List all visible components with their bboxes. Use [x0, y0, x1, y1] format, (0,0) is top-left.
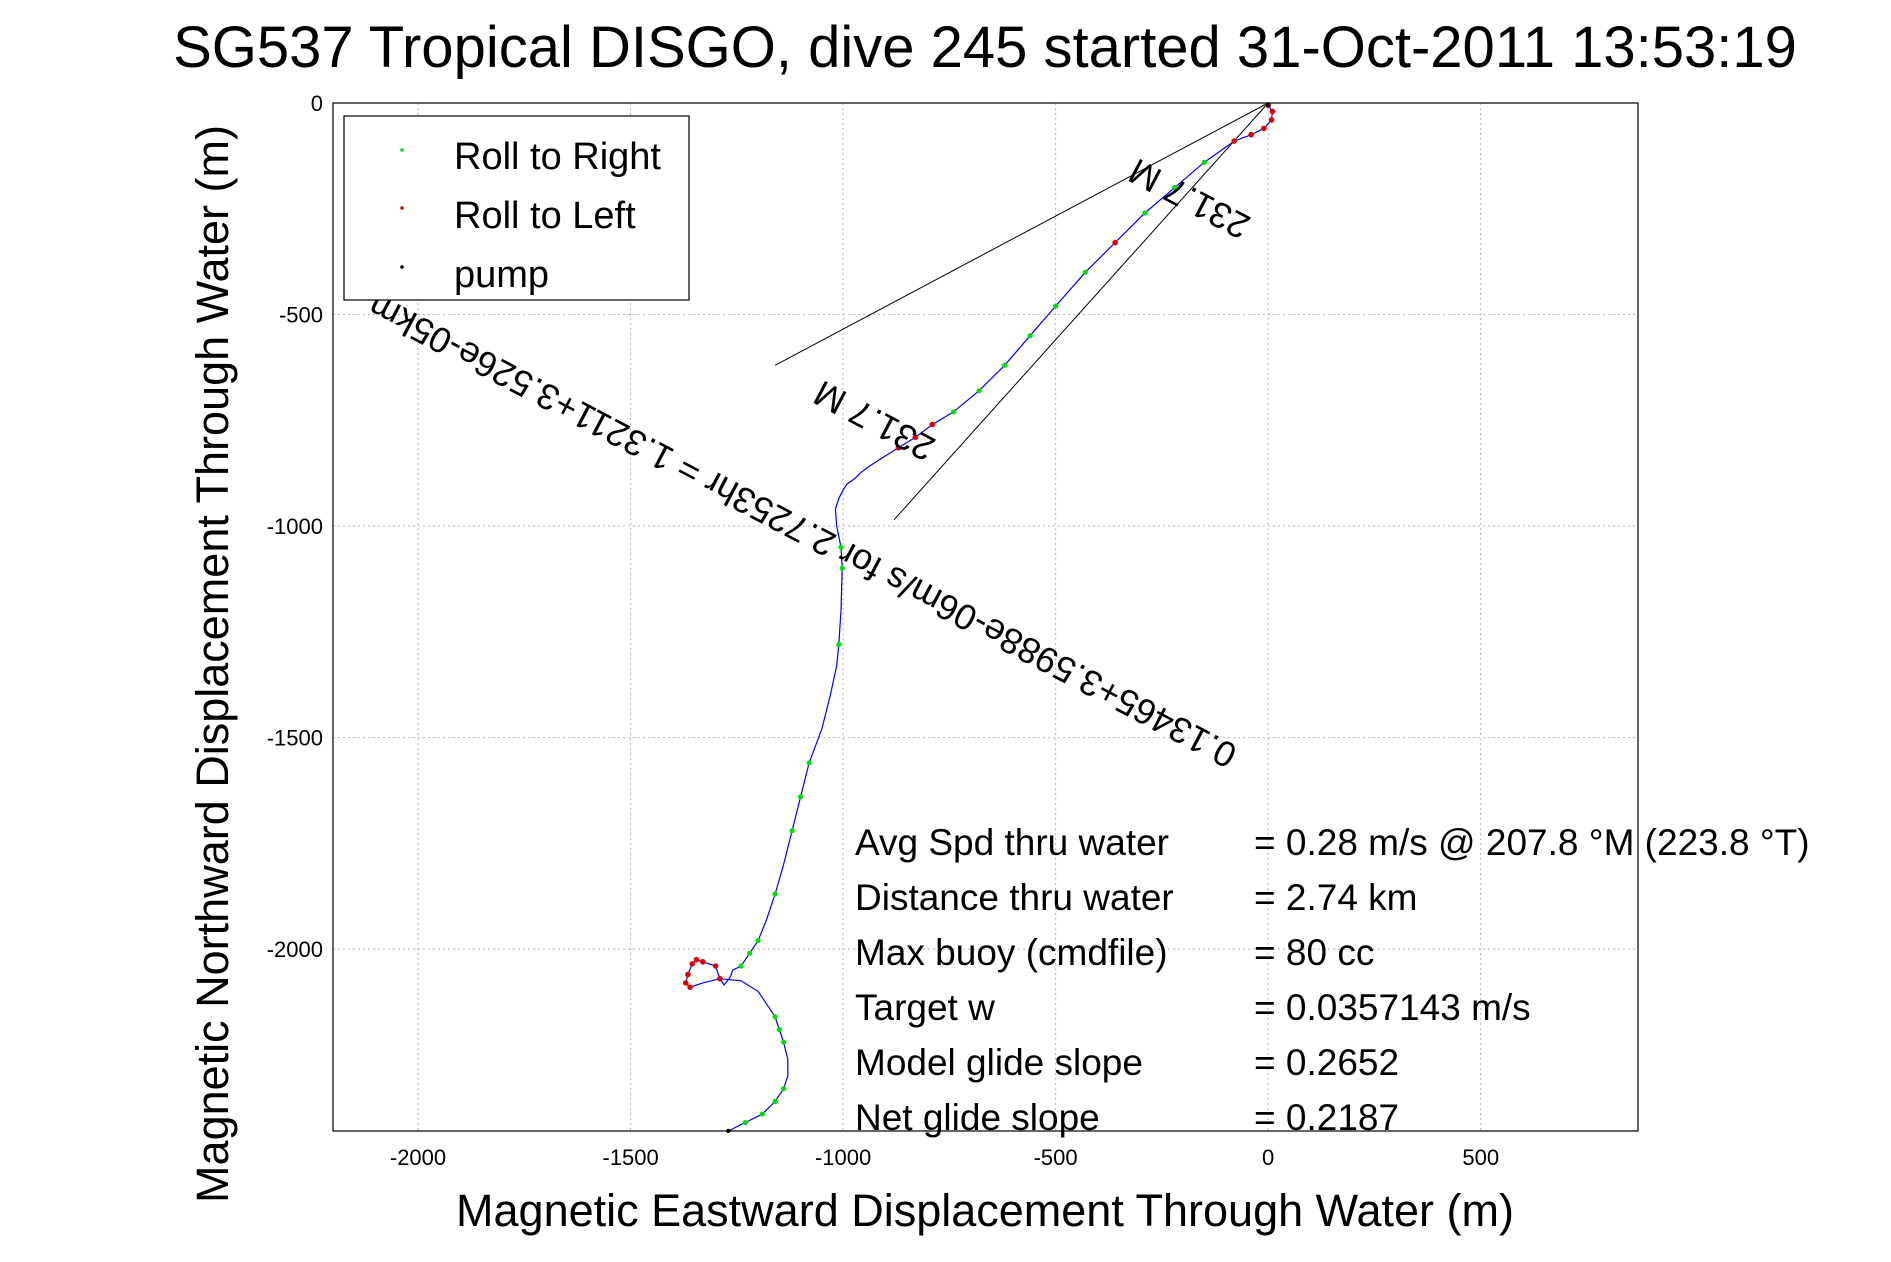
- legend-label-pump: pump: [454, 254, 549, 296]
- roll-right-point: [759, 1111, 765, 1117]
- roll-left-point: [717, 975, 723, 982]
- roll-left-point: [693, 956, 700, 963]
- stat-value-net-glide: = 0.2187: [1254, 1097, 1399, 1138]
- x-tick-label: 500: [1462, 1145, 1499, 1170]
- stat-label-model-glide: Model glide slope: [855, 1042, 1143, 1083]
- markers-layer: [683, 102, 1276, 1134]
- stat-label-max-buoy: Max buoy (cmdfile): [855, 932, 1168, 973]
- y-tick-label: 0: [311, 91, 323, 116]
- roll-left-point: [929, 421, 936, 428]
- heading-lines: [774, 102, 1269, 521]
- legend: Roll to Right Roll to Left pump: [343, 115, 690, 301]
- x-tick-label: 0: [1262, 1145, 1274, 1170]
- stats-block: Avg Spd thru water = 0.28 m/s @ 207.8 °M…: [855, 822, 1810, 1138]
- roll-right-point: [1082, 269, 1088, 275]
- roll-left-point: [1261, 125, 1267, 132]
- chart-title: SG537 Tropical DISGO, dive 245 started 3…: [173, 15, 1797, 80]
- roll-right-point: [838, 544, 844, 550]
- x-axis-label: Magnetic Eastward Displacement Through W…: [456, 1185, 1514, 1236]
- roll-right-point: [951, 409, 957, 415]
- roll-right-point: [780, 1039, 787, 1045]
- roll-right-point: [772, 1098, 778, 1104]
- y-tick-label: -500: [279, 303, 323, 328]
- roll-left-point: [1231, 138, 1237, 144]
- stat-value-distance: = 2.74 km: [1254, 877, 1418, 918]
- track-line: [685, 104, 1274, 1132]
- roll-right-point: [1002, 362, 1008, 368]
- roll-left-point: [1268, 117, 1275, 123]
- roll-left-point: [689, 961, 695, 967]
- stat-value-model-glide: = 0.2652: [1254, 1042, 1399, 1083]
- roll-right-point: [746, 950, 753, 956]
- roll-right-point: [776, 1026, 782, 1033]
- roll-left-point: [683, 980, 689, 986]
- roll-right-point: [1201, 159, 1208, 165]
- roll-right-point: [836, 641, 842, 648]
- x-tick-label: -1500: [602, 1145, 658, 1170]
- roll-right-point: [780, 1086, 787, 1092]
- stat-value-avg-speed: = 0.28 m/s @ 207.8 °M (223.8 °T): [1254, 822, 1810, 863]
- roll-right-point: [742, 1119, 748, 1126]
- roll-left-point: [700, 958, 706, 965]
- legend-marker-roll-right: [400, 148, 404, 152]
- roll-right-point: [1172, 185, 1178, 191]
- plot-frame: [332, 102, 1639, 1132]
- tick-labels: -2000 -1500 -1000 -500 0 500 0 -500 -1000 -1500 -2…: [267, 91, 1499, 1170]
- stat-label-target-w: Target w: [855, 987, 995, 1028]
- stat-label-avg-speed: Avg Spd thru water: [855, 822, 1169, 863]
- x-tick-label: -2000: [390, 1145, 446, 1170]
- roll-right-point: [806, 760, 812, 766]
- roll-left-point: [1269, 108, 1276, 115]
- stat-label-net-glide: Net glide slope: [855, 1097, 1100, 1138]
- roll-left-point: [712, 963, 719, 969]
- roll-right-point: [789, 828, 795, 834]
- roll-right-point: [976, 388, 982, 394]
- roll-right-point: [797, 794, 804, 800]
- pump-point: [1265, 102, 1271, 108]
- x-tick-label: -1000: [815, 1145, 871, 1170]
- stat-label-distance: Distance thru water: [855, 877, 1174, 918]
- y-tick-label: -1000: [267, 514, 323, 539]
- stat-value-target-w: = 0.0357143 m/s: [1254, 987, 1531, 1028]
- roll-right-point: [1053, 303, 1059, 309]
- roll-left-point: [687, 984, 693, 990]
- roll-left-point: [1248, 131, 1254, 138]
- roll-left-point: [1112, 239, 1118, 246]
- roll-left-point: [912, 434, 919, 441]
- roll-right-point: [755, 938, 761, 944]
- roll-right-point: [772, 891, 778, 897]
- heading-line: [893, 102, 1269, 521]
- legend-marker-roll-left: [400, 206, 404, 210]
- legend-label-roll-left: Roll to Left: [454, 195, 636, 237]
- stat-value-max-buoy: = 80 cc: [1254, 932, 1374, 973]
- legend-marker-pump: [400, 265, 404, 269]
- roll-right-point: [738, 963, 744, 969]
- legend-label-roll-right: Roll to Right: [454, 136, 661, 178]
- y-tick-label: -1500: [267, 726, 323, 751]
- roll-right-point: [1027, 333, 1033, 339]
- roll-right-point: [839, 565, 845, 571]
- y-tick-label: -2000: [267, 937, 323, 962]
- track-layer: [685, 104, 1274, 1132]
- x-tick-label: -500: [1034, 1145, 1078, 1170]
- roll-left-point: [895, 444, 902, 451]
- y-axis-label: Magnetic Northward Displacement Through …: [187, 125, 238, 1203]
- roll-left-point: [685, 971, 691, 978]
- roll-right-point: [772, 1014, 778, 1020]
- roll-right-point: [1142, 210, 1148, 216]
- heading-line: [774, 102, 1269, 366]
